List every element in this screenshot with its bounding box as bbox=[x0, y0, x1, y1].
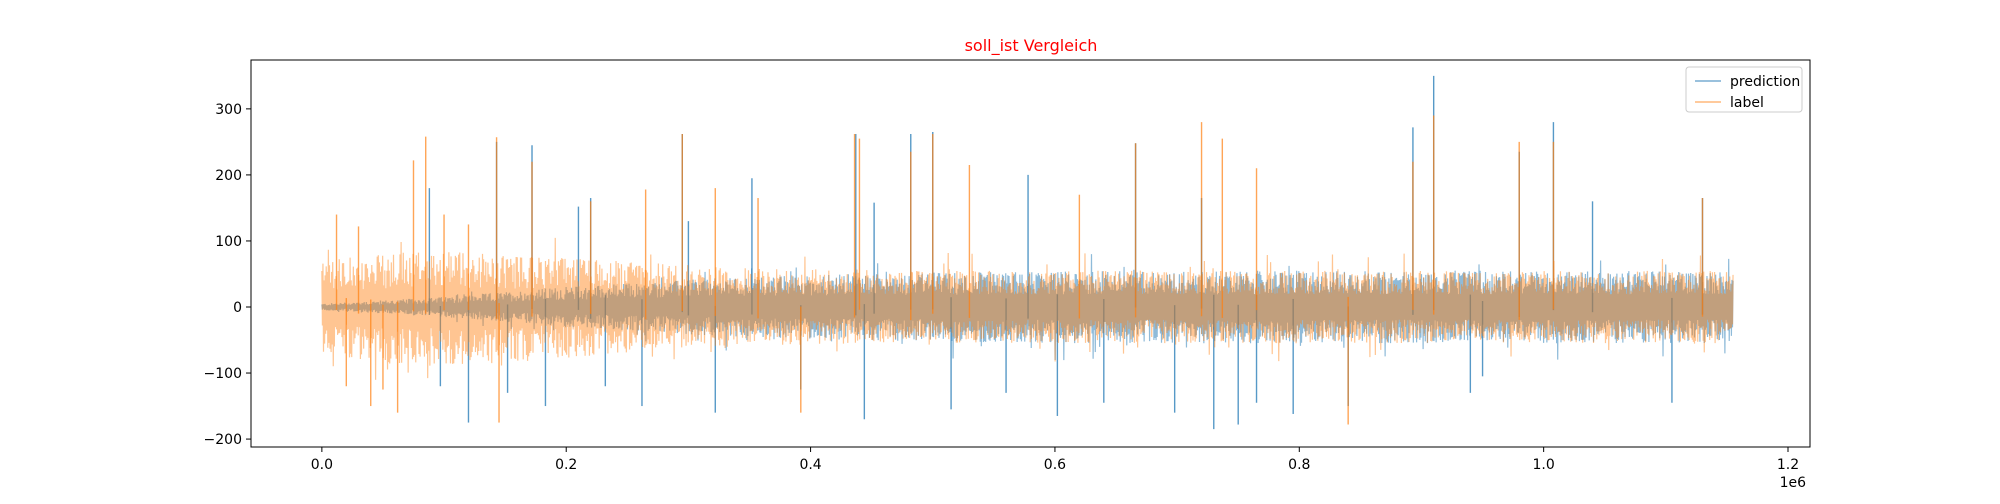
legend: prediction label bbox=[1685, 66, 1803, 113]
y-tick-label: 200 bbox=[215, 168, 242, 184]
y-tick-label: 300 bbox=[215, 102, 242, 118]
y-tick-label: −100 bbox=[204, 366, 242, 382]
y-tick-label: 0 bbox=[233, 300, 242, 316]
x-axis-offset-label: 1e6 bbox=[1780, 475, 1807, 491]
series-prediction bbox=[321, 75, 1734, 430]
series-label bbox=[321, 115, 1734, 425]
legend-box bbox=[1685, 66, 1803, 113]
legend-label-label: label bbox=[1730, 95, 1764, 111]
x-tick-label: 0.2 bbox=[555, 457, 577, 473]
chart-title: soll_ist Vergleich bbox=[965, 36, 1098, 56]
axes: 0.0 0.2 0.4 0.6 0.8 1.0 1.2 −200 −100 0 100 200 300 bbox=[204, 59, 1811, 473]
y-tick-label: −200 bbox=[204, 432, 242, 448]
axes-frame bbox=[250, 59, 1811, 448]
legend-label-prediction: prediction bbox=[1730, 74, 1800, 90]
x-tick-label: 0.0 bbox=[311, 457, 333, 473]
series-line-label bbox=[321, 237, 1734, 380]
x-tick-label: 0.8 bbox=[1288, 457, 1310, 473]
y-tick-label: 100 bbox=[215, 234, 242, 250]
x-tick-label: 0.6 bbox=[1044, 457, 1066, 473]
x-tick-label: 0.4 bbox=[799, 457, 821, 473]
x-tick-label: 1.0 bbox=[1533, 457, 1555, 473]
x-tick-label: 1.2 bbox=[1777, 457, 1799, 473]
plot-area bbox=[321, 75, 1734, 430]
